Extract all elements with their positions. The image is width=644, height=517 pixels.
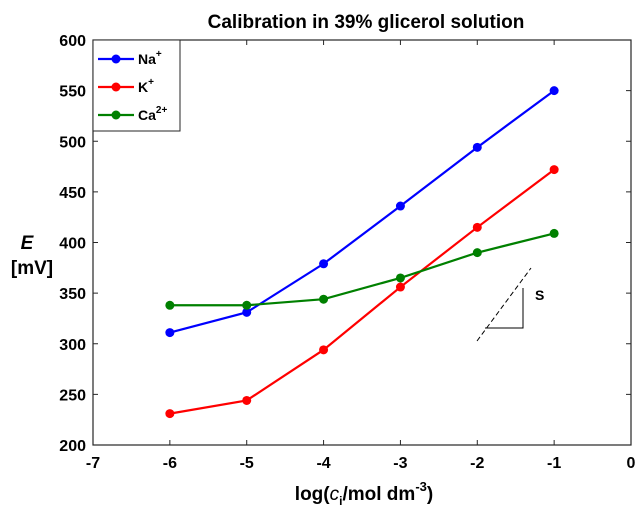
y-tick-label: 600 [59,33,86,50]
x-axis-label-var: c [330,484,340,505]
x-ticks: -7 -6 -5 -4 -3 -2 -1 0 [86,40,636,472]
legend-ion-charge: + [148,77,154,88]
legend-ion-name: Na [138,51,156,67]
data-point [395,282,405,292]
legend-ion-name: Ca [138,107,156,123]
data-point [319,259,329,269]
x-tick-label: -6 [163,455,177,472]
data-point [242,395,252,405]
data-point [472,248,482,258]
y-tick-label: 400 [59,236,86,253]
legend-item-k: K+ [98,77,154,95]
series-line [169,89,555,334]
x-axis-label-unit: /mol dm [342,484,415,505]
legend-ion-charge: + [156,49,162,60]
legend-item-na: Na+ [98,49,162,67]
data-point [549,165,559,175]
legend-ion-charge: 2+ [156,105,168,116]
series-na [165,86,559,338]
data-point [319,345,329,355]
y-tick-label: 300 [59,337,86,354]
y-axis-label-symbol: E [21,233,35,254]
y-axis-label-unit: [mV] [11,258,53,279]
slope-dashed-line [476,267,532,342]
chart-title: Calibration in 39% glicerol solution [208,12,525,33]
slope-triangle [485,288,524,329]
data-point [242,300,252,310]
y-tick-label: 350 [59,286,86,303]
data-point [165,300,175,310]
x-tick-label: 0 [627,455,636,472]
x-tick-label: -5 [240,455,254,472]
legend-swatch-marker [111,110,121,120]
slope-label: S [535,287,544,303]
y-tick-label: 450 [59,185,86,202]
legend-box [92,39,181,132]
x-axis-label-sup: -3 [415,479,427,494]
series-line [169,168,555,415]
data-point [472,222,482,232]
x-tick-label: -1 [547,455,561,472]
data-point [165,328,175,338]
data-point [549,86,559,96]
x-axis-label-sub: i [339,494,342,508]
legend: Na+K+Ca2+ [92,39,181,132]
data-point [472,142,482,152]
x-axis-label: log(ci/mol dm-3) [295,479,433,508]
data-point [165,409,175,419]
legend-label: K+ [138,77,154,95]
legend-ion-name: K [138,79,148,95]
legend-label: Ca2+ [138,105,167,123]
x-axis-label-prefix: log( [295,484,330,505]
legend-item-ca: Ca2+ [98,105,167,123]
y-tick-label: 200 [59,438,86,455]
series-line [169,232,555,307]
y-ticks: 200 250 300 350 400 450 500 550 600 [59,33,631,455]
x-tick-label: -7 [86,455,100,472]
series-k [165,165,559,419]
y-tick-label: 500 [59,134,86,151]
x-axis-label-suffix: ) [427,484,433,505]
data-point [549,228,559,238]
slope-annotation: S [476,267,544,342]
y-tick-label: 550 [59,84,86,101]
series-ca [165,228,559,310]
data-point [242,307,252,317]
data-point [395,201,405,211]
data-point [319,294,329,304]
legend-label: Na+ [138,49,162,67]
y-tick-label: 250 [59,387,86,404]
x-tick-label: -2 [470,455,484,472]
data-point [395,273,405,283]
legend-swatch-marker [111,54,121,64]
x-tick-label: -3 [393,455,407,472]
x-tick-label: -4 [316,455,330,472]
series-layer [165,86,559,419]
legend-swatch-marker [111,82,121,92]
